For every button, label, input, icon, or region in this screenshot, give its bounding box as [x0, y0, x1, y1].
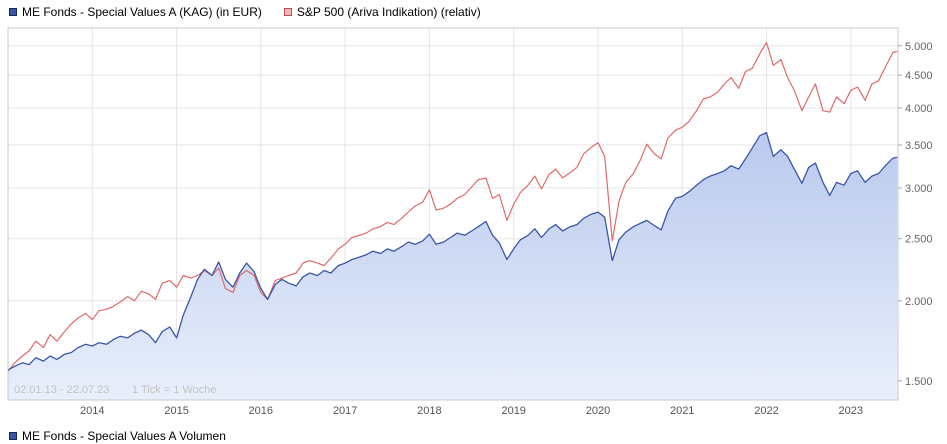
legend-item-fund: ME Fonds - Special Values A (KAG) (in EU… [9, 5, 262, 19]
legend-item-sp500: S&P 500 (Ariva Indikation) (relativ) [283, 5, 481, 19]
bottom-legend: ME Fonds - Special Values A Volumen [9, 429, 226, 443]
volume-series-swatch [9, 432, 17, 440]
svg-text:2022: 2022 [754, 405, 778, 417]
svg-text:2023: 2023 [839, 405, 863, 417]
svg-text:2017: 2017 [333, 405, 357, 417]
price-chart[interactable]: 5.000 4.500 4.000 3.500 3.000 2.500 2.000 1.500… [0, 0, 947, 424]
svg-text:2015: 2015 [164, 405, 188, 417]
svg-text:2014: 2014 [80, 405, 104, 417]
svg-text:2018: 2018 [417, 405, 441, 417]
svg-text:2019: 2019 [501, 405, 525, 417]
svg-text:02.01.13 - 22.07.23: 02.01.13 - 22.07.23 [14, 384, 109, 396]
svg-text:4.500: 4.500 [905, 70, 933, 82]
top-legend: ME Fonds - Special Values A (KAG) (in EU… [9, 5, 481, 19]
svg-text:1.500: 1.500 [905, 376, 933, 388]
sp500-series-swatch [283, 8, 292, 16]
svg-text:3.500: 3.500 [905, 140, 933, 152]
svg-text:1 Tick = 1 Woche: 1 Tick = 1 Woche [132, 384, 216, 396]
fund-series-label: ME Fonds - Special Values A (KAG) (in EU… [22, 5, 262, 19]
svg-text:2021: 2021 [670, 405, 694, 417]
svg-text:2016: 2016 [249, 405, 273, 417]
volume-series-label: ME Fonds - Special Values A Volumen [22, 429, 226, 443]
svg-text:3.000: 3.000 [905, 183, 933, 195]
svg-text:2020: 2020 [586, 405, 610, 417]
sp500-series-label: S&P 500 (Ariva Indikation) (relativ) [296, 5, 481, 19]
svg-text:2.000: 2.000 [905, 296, 933, 308]
fund-series-swatch [9, 8, 17, 16]
svg-text:2.500: 2.500 [905, 234, 933, 246]
svg-text:4.000: 4.000 [905, 103, 933, 115]
svg-text:5.000: 5.000 [905, 41, 933, 53]
legend-item-volume: ME Fonds - Special Values A Volumen [9, 429, 226, 443]
